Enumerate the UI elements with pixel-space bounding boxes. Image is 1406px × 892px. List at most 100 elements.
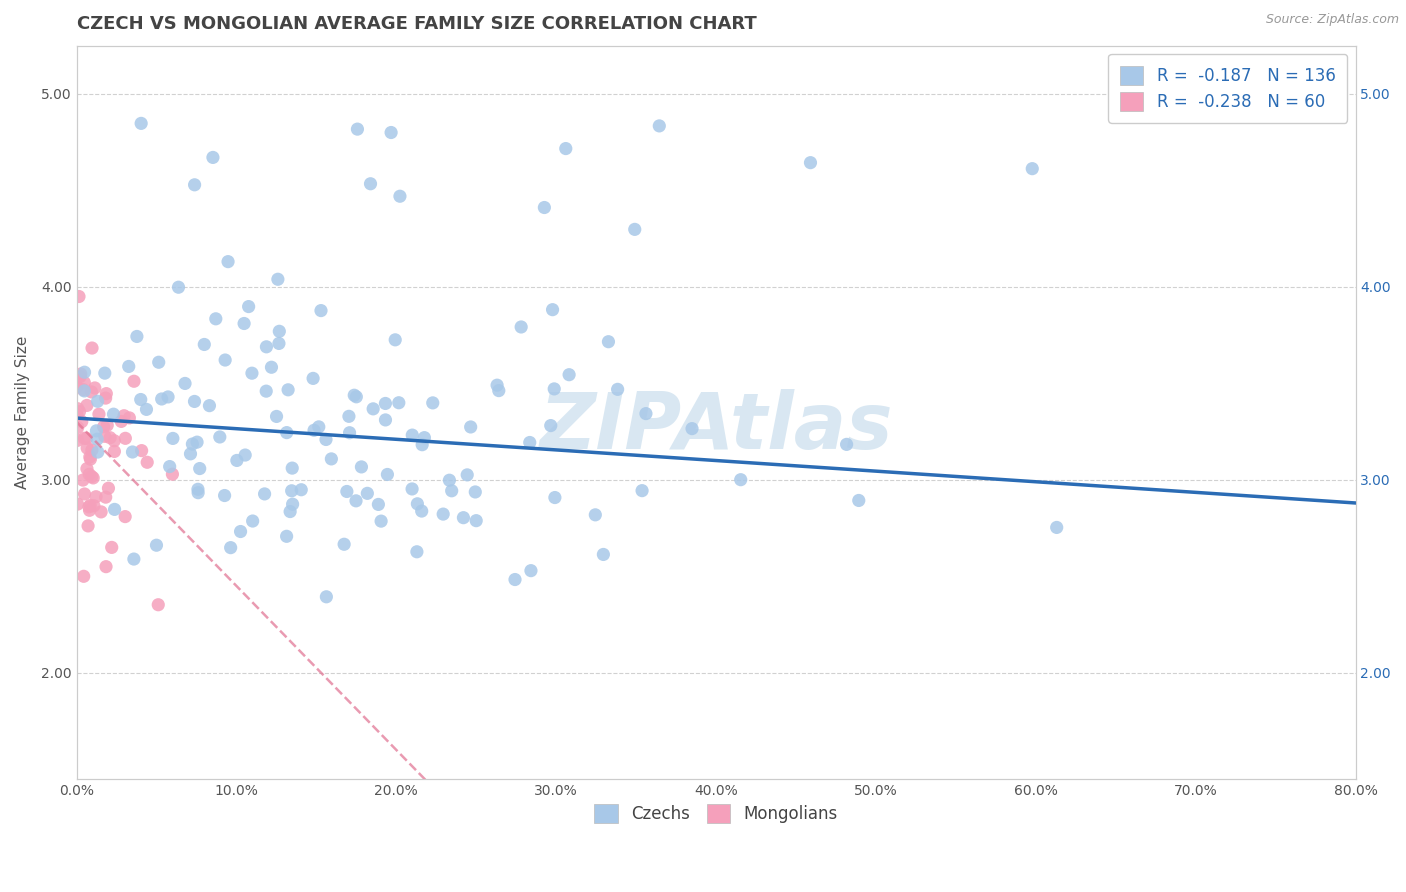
Point	[84, 490, 107, 504]
Point	[183, 178, 205, 192]
Point	[503, 573, 526, 587]
Point	[439, 473, 461, 487]
Point	[336, 484, 359, 499]
Point	[96, 418, 118, 433]
Point	[77, 519, 100, 533]
Point	[76, 399, 98, 413]
Point	[80, 469, 103, 483]
Point	[219, 541, 242, 555]
Point	[93, 419, 115, 434]
Point	[510, 320, 533, 334]
Point	[103, 502, 125, 516]
Point	[242, 514, 264, 528]
Point	[94, 391, 117, 405]
Point	[73, 365, 96, 379]
Point	[162, 467, 184, 482]
Point	[835, 437, 858, 451]
Text: CZECH VS MONGOLIAN AVERAGE FAMILY SIZE CORRELATION CHART: CZECH VS MONGOLIAN AVERAGE FAMILY SIZE C…	[76, 15, 756, 33]
Point	[73, 384, 96, 398]
Point	[486, 378, 509, 392]
Point	[465, 514, 488, 528]
Point	[103, 444, 125, 458]
Point	[73, 569, 96, 583]
Point	[159, 459, 181, 474]
Y-axis label: Average Family Size: Average Family Size	[15, 335, 30, 489]
Point	[87, 407, 110, 421]
Point	[76, 431, 98, 445]
Point	[148, 598, 170, 612]
Point	[167, 280, 190, 294]
Point	[350, 459, 373, 474]
Point	[370, 514, 392, 528]
Point	[98, 431, 121, 445]
Point	[623, 222, 645, 236]
Point	[533, 201, 555, 215]
Point	[225, 453, 247, 467]
Point	[388, 396, 411, 410]
Point	[76, 441, 98, 455]
Point	[240, 366, 263, 380]
Point	[598, 334, 620, 349]
Point	[260, 360, 283, 375]
Point	[267, 272, 290, 286]
Point	[606, 382, 628, 396]
Point	[543, 382, 565, 396]
Point	[72, 383, 94, 397]
Point	[204, 311, 226, 326]
Point	[799, 155, 821, 169]
Point	[278, 504, 301, 518]
Point	[214, 489, 236, 503]
Point	[233, 448, 256, 462]
Point	[80, 341, 103, 355]
Point	[321, 451, 343, 466]
Point	[388, 189, 411, 203]
Point	[188, 461, 211, 475]
Point	[464, 485, 486, 500]
Point	[86, 424, 108, 438]
Point	[76, 461, 98, 475]
Point	[367, 497, 389, 511]
Point	[413, 431, 436, 445]
Point	[94, 366, 117, 380]
Point	[79, 452, 101, 467]
Point	[276, 425, 298, 440]
Point	[125, 329, 148, 343]
Point	[186, 435, 208, 450]
Point	[333, 537, 356, 551]
Point	[69, 405, 91, 419]
Point	[110, 414, 132, 428]
Point	[519, 435, 541, 450]
Point	[148, 355, 170, 369]
Point	[198, 399, 221, 413]
Point	[401, 482, 423, 496]
Point	[181, 437, 204, 451]
Point	[77, 467, 100, 482]
Point	[315, 433, 337, 447]
Point	[592, 548, 614, 562]
Point	[100, 541, 122, 555]
Point	[554, 142, 576, 156]
Point	[201, 150, 224, 164]
Point	[183, 394, 205, 409]
Point	[103, 434, 125, 448]
Point	[344, 390, 367, 404]
Point	[1021, 161, 1043, 176]
Point	[337, 409, 360, 424]
Text: Source: ZipAtlas.com: Source: ZipAtlas.com	[1265, 13, 1399, 27]
Point	[86, 432, 108, 446]
Point	[540, 418, 562, 433]
Point	[135, 402, 157, 417]
Point	[72, 473, 94, 487]
Point	[187, 485, 209, 500]
Point	[440, 483, 463, 498]
Point	[541, 302, 564, 317]
Point	[488, 384, 510, 398]
Point	[411, 438, 433, 452]
Point	[150, 392, 173, 406]
Point	[380, 126, 402, 140]
Point	[356, 486, 378, 500]
Point	[66, 380, 89, 394]
Point	[97, 481, 120, 495]
Point	[174, 376, 197, 391]
Point	[162, 432, 184, 446]
